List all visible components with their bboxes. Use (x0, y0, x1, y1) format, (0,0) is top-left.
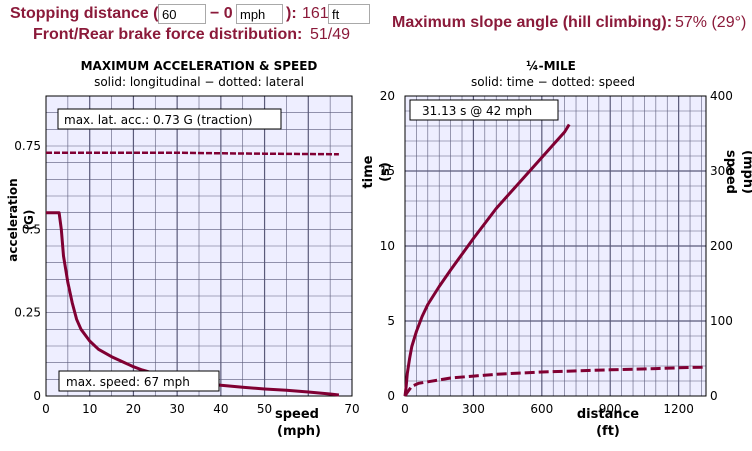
accel-y-tick: 0.75 (14, 139, 41, 153)
qmile-y-right-tick: 200 (710, 239, 733, 253)
qmile-y-right-tick: 300 (710, 164, 733, 178)
accel-x-unit: (mph) (277, 424, 321, 439)
accel-y-tick: 0.5 (22, 222, 41, 236)
qmile-y-right-tick: 0 (710, 389, 718, 403)
stopping-distance-label: Stopping distance ( (10, 5, 159, 22)
qmile-plot-frame (404, 95, 707, 397)
qmile-x-tick: 0 (401, 402, 409, 416)
longitudinal-accel-line (46, 211, 340, 397)
qmile-y-right-tick: 400 (710, 89, 733, 103)
qmile-x-tick: 600 (530, 402, 553, 416)
qmile-x-unit: (ft) (596, 424, 620, 439)
accel-x-tick: 0 (42, 402, 50, 416)
qmile-y-left-tick: 20 (380, 89, 395, 103)
max-lat-acc-text: max. lat. acc.: 0.73 G (traction) (64, 113, 253, 127)
accel-y-tick: 0.25 (14, 306, 41, 320)
brake-distribution-label: Front/Rear brake force distribution: (33, 26, 303, 43)
qmile-result-text: 31.13 s @ 42 mph (422, 104, 532, 118)
accel-y-tick: 0 (33, 389, 41, 403)
stopping-from-speed-input[interactable] (158, 4, 206, 24)
accel-chart-subtitle: solid: longitudinal − dotted: lateral (94, 75, 304, 89)
max-speed-text: max. speed: 67 mph (66, 375, 190, 389)
qmile-y-right-tick: 100 (710, 314, 733, 328)
qmile-y-left-tick: 5 (387, 314, 395, 328)
accel-x-tick: 40 (213, 402, 228, 416)
qmile-y-right-label: speed (723, 150, 738, 194)
qmile-x-label: distance (577, 407, 639, 422)
accel-chart-title: MAXIMUM ACCELERATION & SPEED (81, 59, 318, 73)
qmile-x-tick: 900 (599, 402, 622, 416)
stopping-close-paren: ): (286, 5, 297, 22)
stopping-distance-unit-input[interactable] (328, 4, 370, 24)
max-speed-box (58, 370, 220, 392)
accel-x-tick: 70 (344, 402, 359, 416)
slope-angle-value: 57% (29°) (675, 14, 747, 31)
accel-x-tick: 30 (170, 402, 185, 416)
lateral-accel-line (46, 151, 339, 156)
accel-plot-area (45, 95, 353, 397)
accel-y-unit: (G) (22, 210, 36, 231)
accel-y-label: acceleration (6, 178, 20, 261)
qmile-y-left-label: time (361, 155, 376, 188)
accel-x-tick: 20 (126, 402, 141, 416)
qmile-chart-title: ¼-MILE (526, 59, 576, 73)
slope-angle-label: Maximum slope angle (hill climbing): (392, 14, 673, 31)
qmile-time-line (403, 123, 571, 397)
qmile-speed-line (403, 365, 707, 397)
qmile-y-left-tick: 10 (380, 239, 395, 253)
qmile-y-right-unit: (mph) (740, 150, 752, 194)
qmile-result-box (409, 99, 559, 121)
stopping-distance-value: 161 (302, 5, 329, 22)
brake-distribution-value: 51/49 (310, 26, 351, 43)
qmile-chart-subtitle: solid: time − dotted: speed (471, 75, 635, 89)
accel-plot-frame (45, 95, 353, 397)
accel-x-tick: 50 (257, 402, 272, 416)
qmile-plot-area (404, 95, 707, 397)
stopping-dash: − 0 (210, 5, 233, 22)
accel-x-label: speed (275, 407, 319, 422)
qmile-x-tick: 300 (462, 402, 485, 416)
accel-x-tick: 10 (82, 402, 97, 416)
max-lat-acc-box (57, 108, 282, 130)
qmile-y-left-tick: 15 (380, 164, 395, 178)
stopping-unit-input[interactable] (236, 4, 283, 24)
qmile-y-left-unit: (s) (378, 162, 393, 182)
qmile-y-left-tick: 0 (387, 389, 395, 403)
qmile-x-tick: 1200 (663, 402, 694, 416)
